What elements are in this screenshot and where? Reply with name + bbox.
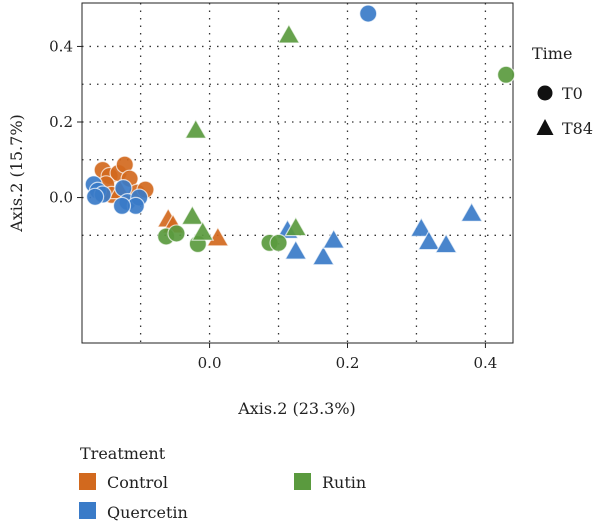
legend-control-label: Control: [107, 473, 168, 492]
quercetin-t0-point: [359, 4, 378, 23]
x-axis-title: Axis.2 (23.3%): [237, 399, 356, 418]
time-legend-title: Time: [532, 44, 572, 63]
plot-panel-border: [81, 2, 514, 344]
legend-quercetin-swatch: [79, 502, 96, 519]
legend-circle-icon: [537, 85, 553, 101]
rutin-t84-point: [184, 118, 208, 139]
treatment-legend-title: Treatment: [80, 444, 166, 463]
rutin-t0-point: [167, 224, 186, 243]
rutin-t84-point: [191, 220, 215, 241]
x-tick-label: 0.2: [336, 354, 360, 372]
time-legend: Time T0 T84: [532, 44, 593, 138]
y-tick-label: 0.4: [49, 37, 73, 55]
legend-rutin-swatch: [294, 473, 311, 490]
quercetin-t84-point: [311, 245, 335, 266]
axis-ticks: 0.0 0.2 0.4 0.0 0.2 0.4: [49, 37, 497, 372]
rutin-t84-point: [180, 204, 204, 225]
y-tick-label: 0.0: [49, 189, 73, 207]
x-tick-label: 0.0: [198, 354, 222, 372]
quercetin-t84-point: [284, 239, 308, 260]
x-tick-label: 0.4: [473, 354, 497, 372]
data-points: [84, 4, 516, 266]
rutin-t0-point: [269, 233, 288, 252]
quercetin-t84-point: [322, 228, 346, 249]
quercetin-t0-point: [112, 196, 132, 215]
rutin-t0-point: [497, 65, 516, 84]
legend-triangle-icon: [536, 119, 554, 135]
quercetin-t84-point: [434, 233, 458, 254]
quercetin-t84-point: [460, 201, 484, 222]
treatment-legend: Treatment Control Quercetin Rutin: [79, 444, 366, 522]
quercetin-t84-point: [409, 216, 433, 238]
control-t84-point: [206, 226, 230, 247]
quercetin-t0-point: [86, 187, 105, 206]
legend-quercetin-label: Quercetin: [107, 503, 188, 522]
y-tick-label: 0.2: [49, 113, 73, 131]
legend-rutin-label: Rutin: [322, 473, 366, 492]
rutin-t84-point: [284, 216, 308, 237]
y-axis-title: Axis.2 (15.7%): [7, 114, 26, 233]
legend-control-swatch: [79, 473, 96, 490]
legend-t84-label: T84: [562, 119, 593, 138]
rutin-t84-point: [277, 23, 301, 44]
quercetin-t84-point: [417, 230, 441, 251]
legend-t0-label: T0: [562, 84, 583, 103]
